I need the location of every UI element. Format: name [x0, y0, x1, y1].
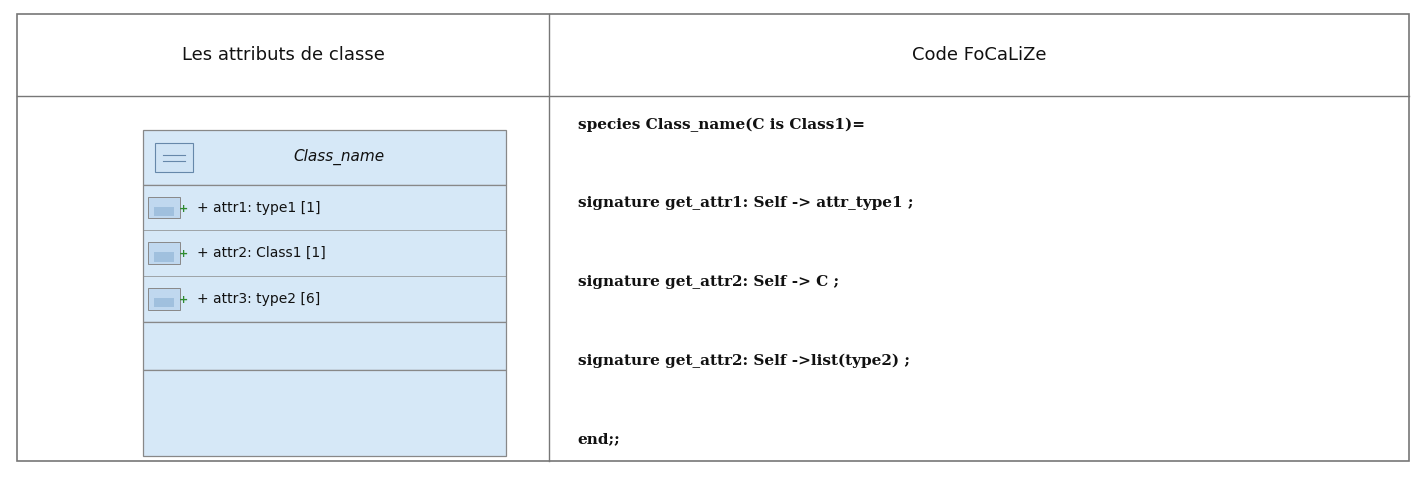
Text: + attr3: type2 [6]: + attr3: type2 [6] [197, 292, 319, 306]
Text: species Class_name(C is Class1)=: species Class_name(C is Class1)= [578, 118, 864, 132]
Text: signature get_attr1: Self -> attr_type1 ;: signature get_attr1: Self -> attr_type1 … [578, 196, 913, 210]
Text: Class_name: Class_name [294, 149, 384, 165]
Bar [148, 242, 180, 264]
Text: +: + [180, 249, 188, 259]
Text: Les attributs de classe: Les attributs de classe [181, 46, 385, 64]
Bar [143, 130, 506, 185]
Bar [154, 298, 174, 308]
Bar [148, 197, 180, 218]
Bar [143, 370, 506, 456]
Bar [155, 143, 193, 172]
Bar [154, 206, 174, 216]
Text: signature get_attr2: Self ->list(type2) ;: signature get_attr2: Self ->list(type2) … [578, 354, 910, 368]
Bar [154, 252, 174, 262]
Text: Code FoCaLiZe: Code FoCaLiZe [911, 46, 1047, 64]
Bar [148, 288, 180, 310]
Text: + attr1: type1 [1]: + attr1: type1 [1] [197, 201, 321, 215]
Bar [143, 185, 506, 322]
Text: +: + [180, 204, 188, 214]
Text: + attr2: Class1 [1]: + attr2: Class1 [1] [197, 246, 325, 260]
Text: +: + [180, 295, 188, 305]
Text: signature get_attr2: Self -> C ;: signature get_attr2: Self -> C ; [578, 275, 838, 289]
Bar [143, 322, 506, 370]
Text: end;;: end;; [578, 432, 620, 446]
